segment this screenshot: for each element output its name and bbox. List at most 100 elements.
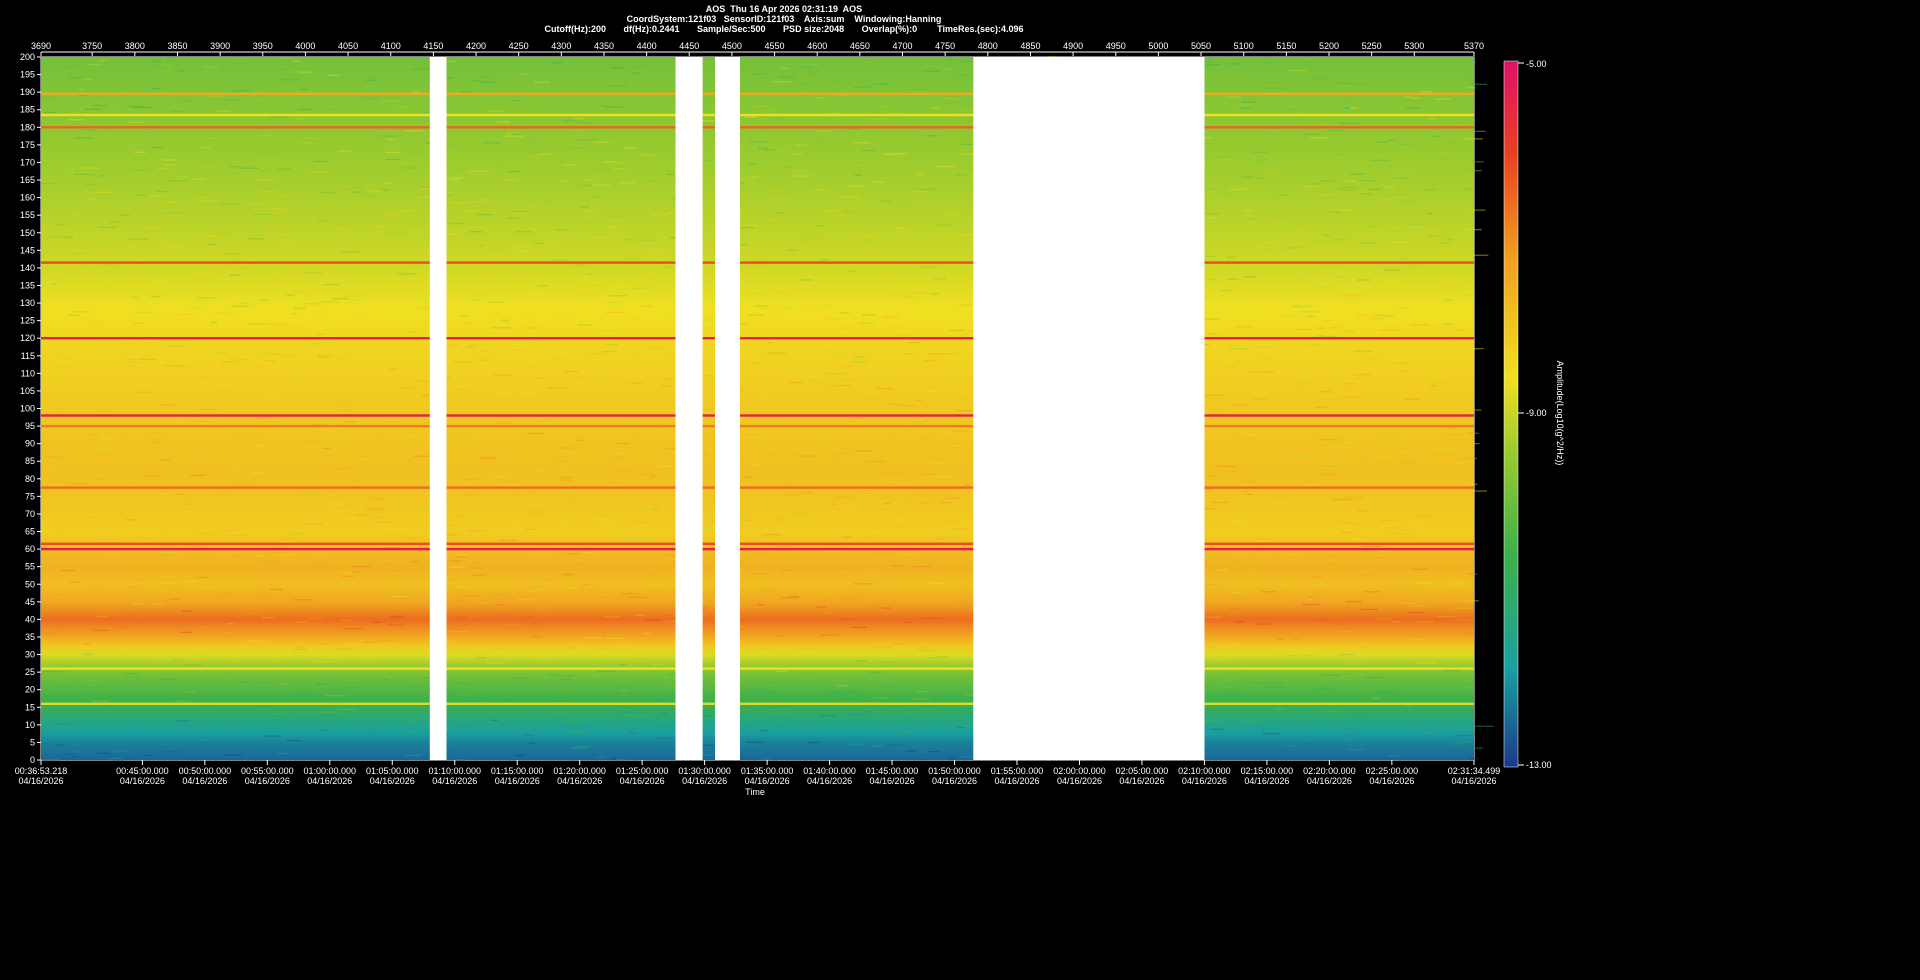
y-tick-label: 195 — [20, 70, 35, 80]
y-tick-label: 20 — [25, 685, 35, 695]
y-tick-label: 165 — [20, 175, 35, 185]
date-tick-label: 04/16/2026 — [1119, 776, 1164, 786]
time-tick-label: 01:15:00.000 — [491, 766, 544, 776]
date-tick-label: 04/16/2026 — [870, 776, 915, 786]
y-tick-label: 55 — [25, 562, 35, 572]
spectrogram-background — [41, 57, 1474, 760]
y-tick-label: 60 — [25, 544, 35, 554]
y-tick-label: 25 — [25, 667, 35, 677]
date-tick-label: 04/16/2026 — [994, 776, 1039, 786]
top-tick-label: 4450 — [679, 41, 699, 51]
date-tick-label: 04/16/2026 — [1451, 776, 1496, 786]
y-tick-label: 30 — [25, 650, 35, 660]
date-tick-label: 04/16/2026 — [245, 776, 290, 786]
top-tick-label: 4200 — [466, 41, 486, 51]
time-tick-label: 00:50:00.000 — [179, 766, 232, 776]
tonal-line — [41, 337, 1474, 340]
y-tick-label: 170 — [20, 157, 35, 167]
y-tick-label: 15 — [25, 702, 35, 712]
x-axis-label: Time — [745, 787, 765, 797]
top-tick-label: 4800 — [978, 41, 998, 51]
tonal-line — [41, 542, 1474, 545]
y-tick-label: 80 — [25, 474, 35, 484]
top-tick-label: 4750 — [935, 41, 955, 51]
time-tick-label: 01:35:00.000 — [741, 766, 794, 776]
top-tick-label: 3750 — [82, 41, 102, 51]
time-tick-label: 02:25:00.000 — [1366, 766, 1419, 776]
date-tick-label: 04/16/2026 — [807, 776, 852, 786]
spectrogram-chart: 2001951901851801751701651601551501451401… — [15, 41, 1565, 797]
tonal-line — [41, 92, 1474, 96]
data-gap — [715, 57, 740, 760]
colorbar: -5.00 -9.00 -13.00 Amplitude(Log10(g^2/H… — [1503, 59, 1565, 770]
data-gap — [973, 57, 1205, 760]
date-tick-label: 04/16/2026 — [557, 776, 602, 786]
data-gap — [429, 57, 447, 760]
time-tick-label: 01:50:00.000 — [928, 766, 981, 776]
date-tick-label: 04/16/2026 — [120, 776, 165, 786]
date-tick-label: 04/16/2026 — [18, 776, 63, 786]
tonal-line — [41, 667, 1474, 670]
time-tick-label: 02:15:00.000 — [1241, 766, 1294, 776]
y-tick-label: 145 — [20, 245, 35, 255]
time-tick-label: 01:05:00.000 — [366, 766, 419, 776]
date-tick-label: 04/16/2026 — [495, 776, 540, 786]
chart-params-line-1: CoordSystem:121f03 SensorID:121f03 Axis:… — [626, 14, 942, 24]
tonal-line — [41, 113, 1474, 117]
tonal-line — [41, 414, 1474, 417]
time-axis: 00:36:53.21804/16/202600:45:00.00004/16/… — [15, 760, 1501, 786]
top-tick-label: 4900 — [1063, 41, 1083, 51]
y-tick-label: 90 — [25, 439, 35, 449]
date-tick-label: 04/16/2026 — [1307, 776, 1352, 786]
time-tick-label: 02:00:00.000 — [1053, 766, 1106, 776]
date-tick-label: 04/16/2026 — [1057, 776, 1102, 786]
time-tick-label: 02:10:00.000 — [1178, 766, 1231, 776]
y-tick-label: 160 — [20, 193, 35, 203]
time-tick-label: 01:25:00.000 — [616, 766, 669, 776]
top-tick-label: 4300 — [551, 41, 571, 51]
y-tick-label: 200 — [20, 52, 35, 62]
y-tick-label: 0 — [30, 755, 35, 765]
time-tick-label: 01:40:00.000 — [803, 766, 856, 776]
time-tick-label: 01:55:00.000 — [991, 766, 1044, 776]
time-tick-label: 01:30:00.000 — [678, 766, 731, 776]
tonal-line — [41, 126, 1474, 129]
top-tick-label: 4400 — [637, 41, 657, 51]
y-tick-label: 190 — [20, 87, 35, 97]
top-tick-label: 3900 — [210, 41, 230, 51]
y-tick-label: 85 — [25, 456, 35, 466]
colorbar-min-label: -13.00 — [1526, 760, 1552, 770]
top-tick-label: 5150 — [1276, 41, 1296, 51]
time-tick-label: 01:00:00.000 — [304, 766, 357, 776]
date-tick-label: 04/16/2026 — [1182, 776, 1227, 786]
y-tick-label: 110 — [21, 368, 35, 378]
y-tick-label: 140 — [20, 263, 35, 273]
date-tick-label: 04/16/2026 — [182, 776, 227, 786]
y-tick-label: 150 — [20, 228, 35, 238]
top-tick-label: 4700 — [892, 41, 912, 51]
chart-title: AOS Thu 16 Apr 2026 02:31:19 AOS — [705, 4, 863, 14]
time-tick-label: 00:55:00.000 — [241, 766, 294, 776]
y-axis: 2001951901851801751701651601551501451401… — [20, 52, 41, 765]
date-tick-label: 04/16/2026 — [432, 776, 477, 786]
colorbar-title: Amplitude(Log10(g^2/Hz)) — [1555, 361, 1565, 466]
top-tick-label: 4050 — [338, 41, 358, 51]
date-tick-label: 04/16/2026 — [370, 776, 415, 786]
y-tick-label: 65 — [25, 527, 35, 537]
date-tick-label: 04/16/2026 — [1369, 776, 1414, 786]
spectrogram-image — [41, 56, 1494, 761]
y-tick-label: 185 — [20, 105, 35, 115]
time-tick-label: 02:31:34.499 — [1448, 766, 1501, 776]
top-tick-label: 5100 — [1234, 41, 1254, 51]
top-tick-label: 4950 — [1106, 41, 1126, 51]
tonal-line — [41, 261, 1474, 264]
tonal-line — [41, 486, 1474, 489]
date-tick-label: 04/16/2026 — [745, 776, 790, 786]
top-tick-label: 4600 — [807, 41, 827, 51]
top-tick-label: 3850 — [167, 41, 187, 51]
y-tick-label: 10 — [25, 720, 35, 730]
top-tick-label: 5250 — [1362, 41, 1382, 51]
y-tick-label: 35 — [25, 632, 35, 642]
y-tick-label: 115 — [21, 351, 35, 361]
y-tick-label: 45 — [25, 597, 35, 607]
